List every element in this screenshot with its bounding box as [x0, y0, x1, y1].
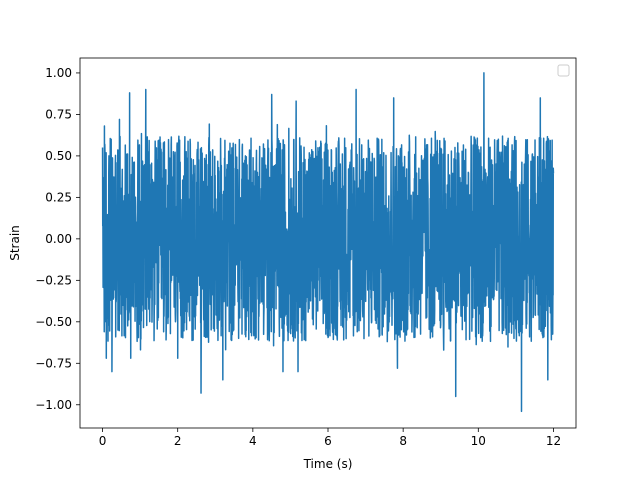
x-tick-label: 12: [546, 434, 561, 448]
y-tick-label: −1.00: [35, 398, 72, 412]
y-tick-label: −0.50: [35, 315, 72, 329]
series-layer: [101, 72, 555, 413]
x-tick-label: 0: [99, 434, 107, 448]
strain-series-line: [101, 72, 555, 413]
x-axis-title: Time (s): [303, 457, 353, 471]
x-tick-label: 4: [249, 434, 257, 448]
x-tick-label: 10: [471, 434, 486, 448]
y-axis: −1.00 −0.75 −0.50 −0.25 0.00 0.25 0.50 0.75 1.00: [35, 66, 80, 412]
y-tick-label: −0.25: [35, 273, 72, 287]
y-tick-label: −0.75: [35, 356, 72, 370]
y-tick-label: 1.00: [45, 66, 72, 80]
x-tick-label: 6: [324, 434, 332, 448]
x-tick-label: 2: [174, 434, 182, 448]
y-tick-label: 0.25: [45, 190, 72, 204]
y-axis-title: Strain: [8, 225, 22, 261]
x-tick-label: 8: [399, 434, 407, 448]
legend-box: [557, 64, 570, 77]
y-tick-label: 0.75: [45, 107, 72, 121]
y-tick-label: 0.50: [45, 149, 72, 163]
x-axis: 0 2 4 6 8 10 12: [99, 428, 561, 448]
y-tick-label: 0.00: [45, 232, 72, 246]
